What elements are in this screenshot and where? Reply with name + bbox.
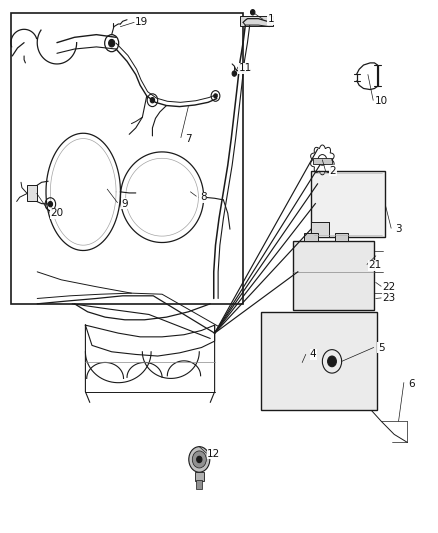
Text: 10: 10: [374, 96, 388, 106]
Text: 19: 19: [135, 18, 148, 27]
Text: 6: 6: [408, 379, 415, 389]
Bar: [313, 158, 332, 164]
Text: 23: 23: [382, 294, 396, 303]
Text: 11: 11: [239, 63, 252, 73]
Text: 21: 21: [368, 261, 381, 270]
Text: 4: 4: [310, 350, 317, 359]
Circle shape: [251, 10, 255, 15]
Bar: [311, 222, 328, 237]
Text: 12: 12: [207, 449, 220, 459]
Bar: [11, 13, 243, 304]
Text: 3: 3: [395, 224, 402, 234]
Circle shape: [189, 447, 210, 472]
Circle shape: [232, 71, 237, 76]
Text: 22: 22: [382, 282, 396, 292]
Bar: [196, 480, 202, 489]
Text: 2: 2: [329, 166, 336, 175]
Bar: [304, 233, 318, 241]
Circle shape: [192, 451, 206, 468]
Circle shape: [150, 98, 155, 103]
Bar: [293, 241, 374, 310]
Bar: [195, 472, 204, 481]
Circle shape: [328, 356, 336, 367]
Bar: [311, 171, 385, 237]
Circle shape: [48, 201, 53, 207]
Text: 7: 7: [185, 134, 192, 143]
Text: 1: 1: [267, 14, 274, 24]
Text: 8: 8: [200, 192, 207, 202]
Text: 5: 5: [378, 343, 385, 352]
Text: 20: 20: [50, 208, 64, 218]
Bar: [240, 16, 273, 26]
Bar: [27, 185, 37, 201]
Bar: [261, 312, 377, 410]
Circle shape: [214, 94, 217, 98]
Bar: [335, 233, 348, 241]
Text: 9: 9: [121, 199, 128, 208]
Circle shape: [197, 456, 202, 463]
Circle shape: [109, 39, 115, 47]
